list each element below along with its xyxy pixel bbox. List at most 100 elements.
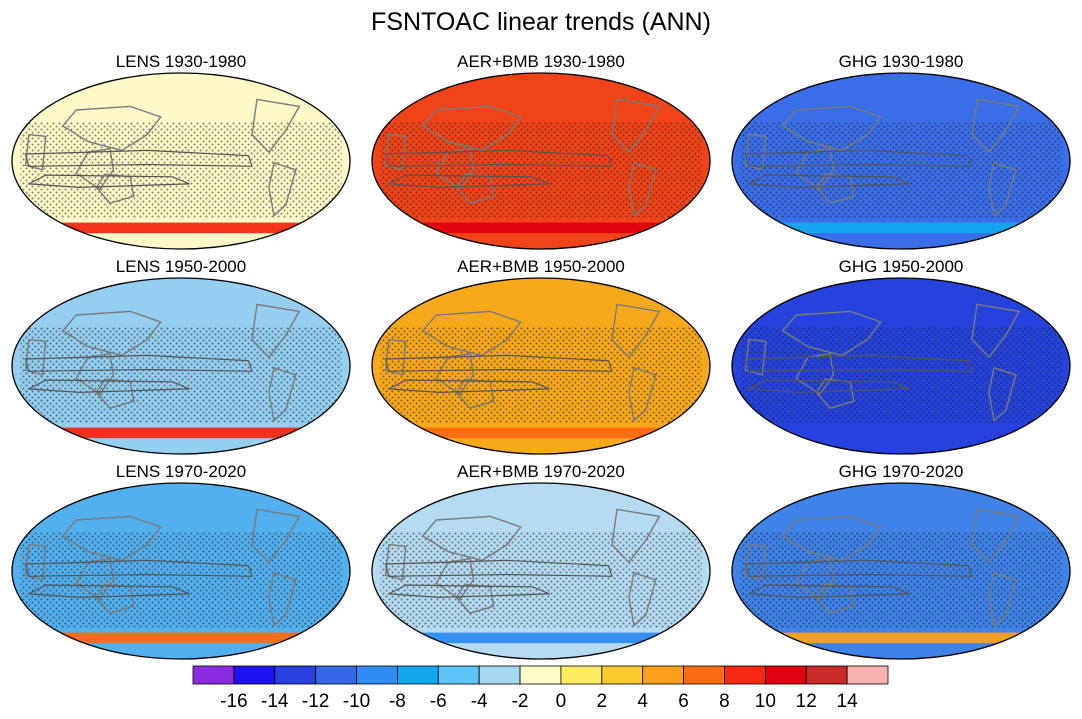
colorbar-swatch [478,665,521,685]
coastline [384,133,407,171]
significance-stipple [740,326,1062,424]
colorbar-swatch [192,665,235,685]
globe-border [11,482,351,660]
map-panel-7: LENS 1970-2020 [11,462,351,660]
significance-stipple [380,531,702,629]
globe-border [371,482,711,660]
colorbar-tick-label: -8 [389,691,406,712]
coastline [421,310,522,357]
colorbar-tick-label: 4 [637,691,648,712]
southern-ocean-band [372,632,710,644]
panel-title: LENS 1950-2000 [116,257,246,276]
contour-line [744,559,973,577]
contour-line [26,174,190,189]
coastline [611,508,661,564]
significance-stipple [20,326,342,424]
colorbar-swatch [601,665,644,685]
globe-border [371,277,711,455]
map-panel-8: AER+BMB 1970-2020 [371,462,711,660]
contour-line [24,354,253,372]
colorbar-swatch [560,665,603,685]
colorbar-tick-label: -16 [220,691,247,712]
coastline [1031,89,1063,109]
significance-stipple [740,121,1062,219]
colorbar-tick-label: 12 [796,691,817,712]
panel-title: AER+BMB 1930-1980 [457,52,625,71]
globe-border [11,277,351,455]
contour-line [26,584,190,599]
colorbar-tick-label: -14 [261,691,289,712]
contour-line [746,174,910,189]
panel-title: GHG 1950-2000 [839,257,964,276]
significance-stipple [20,121,342,219]
globe-border [731,482,1071,660]
coastline [795,557,835,601]
coastline [971,508,1021,564]
colorbar-tick-label: 8 [719,691,730,712]
southern-ocean-band [732,632,1070,644]
colorbar-swatch [846,665,889,685]
coastline [311,89,343,109]
contour-line [746,584,910,599]
coastline [611,303,661,359]
colorbar-swatch [315,665,357,685]
coastline [24,543,47,581]
coastline [421,105,522,152]
contour-line [384,354,613,372]
contour-line [386,174,550,189]
coastline [268,571,297,627]
contour-line [26,379,190,394]
colorbar-swatch [642,665,684,685]
colorbar-tick-label: -4 [471,691,488,712]
coastline [251,303,301,359]
colorbar-swatch [356,665,398,685]
colorbar-tick-label: 10 [755,691,776,712]
colorbar-tick-label: -2 [512,691,529,712]
panel-title: LENS 1930-1980 [116,52,246,71]
globe-border [731,72,1071,250]
colorbar: -16 -14 -12 -10 -8 -6 -4 -2 0 2 4 6 8 10 12 14 [192,665,889,712]
coastline [268,366,297,422]
coastline [744,133,767,171]
coastline [311,294,343,314]
coastline [988,161,1017,217]
coastline [61,515,162,562]
colorbar-tick-label: 0 [556,691,567,712]
coastline [971,98,1021,154]
coastline [61,310,162,357]
panel-title: AER+BMB 1970-2020 [457,462,625,481]
coastline [781,105,882,152]
colorbar-tick-label: 6 [678,691,689,712]
coastline [75,557,115,601]
colorbar-swatch [683,665,725,685]
panel-title: LENS 1970-2020 [116,462,246,481]
colorbar-tick-label: -10 [343,691,370,712]
coastline [988,366,1017,422]
coastline [671,294,703,314]
map-panel-4: LENS 1950-2000 [11,257,351,455]
coastline [268,161,297,217]
contour-line [746,379,910,394]
coastline [781,310,882,357]
colorbar-swatch [805,665,848,685]
southern-ocean-band [12,632,350,644]
significance-stipple [380,326,702,424]
coastline [988,571,1017,627]
coastline [671,89,703,109]
coastline [971,303,1021,359]
map-panel-3: GHG 1930-1980 [731,52,1071,250]
contour-line [24,149,253,167]
colorbar-swatch [764,665,807,685]
colorbar-tick-label: 14 [837,691,859,712]
coastline [435,147,475,191]
coastline [744,543,767,581]
map-panel-6: GHG 1950-2000 [731,257,1071,455]
figure-title: FSNTOAC linear trends (ANN) [371,8,711,36]
southern-ocean-band [12,427,350,439]
colorbar-swatch [274,665,317,685]
map-panel-1: LENS 1930-1980 [11,52,351,250]
coastline [384,543,407,581]
southern-ocean-band [12,222,350,234]
contour-line [744,149,973,167]
coastline [1031,499,1063,519]
